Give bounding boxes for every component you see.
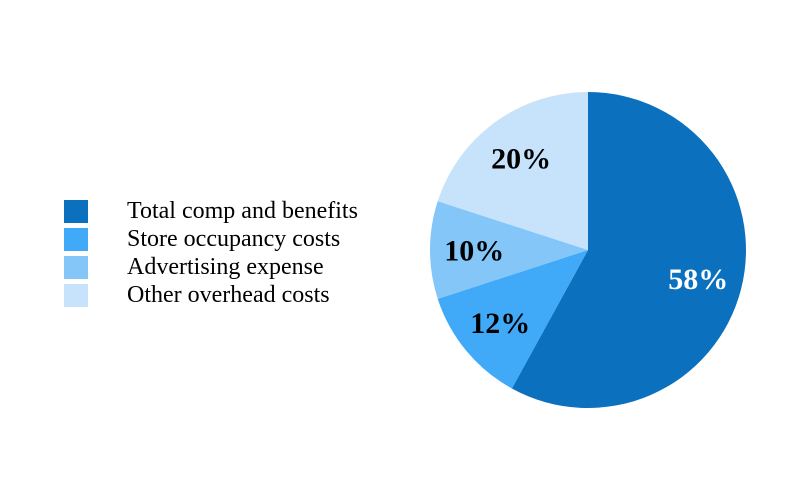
legend-swatch	[64, 199, 88, 223]
legend-label: Total comp and benefits	[127, 198, 358, 224]
pie-slice-3	[429, 201, 588, 299]
legend-item: Total comp and benefits	[64, 197, 358, 225]
pie-slice-percentage-label: 10%	[444, 235, 504, 268]
pie-slice-percentage-label: 12%	[470, 307, 530, 340]
legend-item: Other overhead costs	[64, 281, 358, 309]
pie-slice-percentage-label: 58%	[668, 263, 728, 296]
legend-label: Advertising expense	[127, 254, 324, 280]
pie-slice-2	[437, 250, 588, 389]
legend-swatch	[64, 227, 88, 251]
legend-item: Advertising expense	[64, 253, 358, 281]
legend-label: Other overhead costs	[127, 282, 330, 308]
legend-label: Store occupancy costs	[127, 226, 341, 252]
legend-item: Store occupancy costs	[64, 225, 358, 253]
pie-slice-1	[511, 92, 746, 408]
legend-swatch	[64, 255, 88, 279]
pie-slice-4	[437, 92, 588, 250]
legend: Total comp and benefits Store occupancy c…	[64, 197, 358, 309]
pie-chart: 58% 12% 10% 20%	[429, 92, 746, 408]
pie-slice-percentage-label: 20%	[491, 143, 551, 176]
legend-swatch	[64, 283, 88, 307]
